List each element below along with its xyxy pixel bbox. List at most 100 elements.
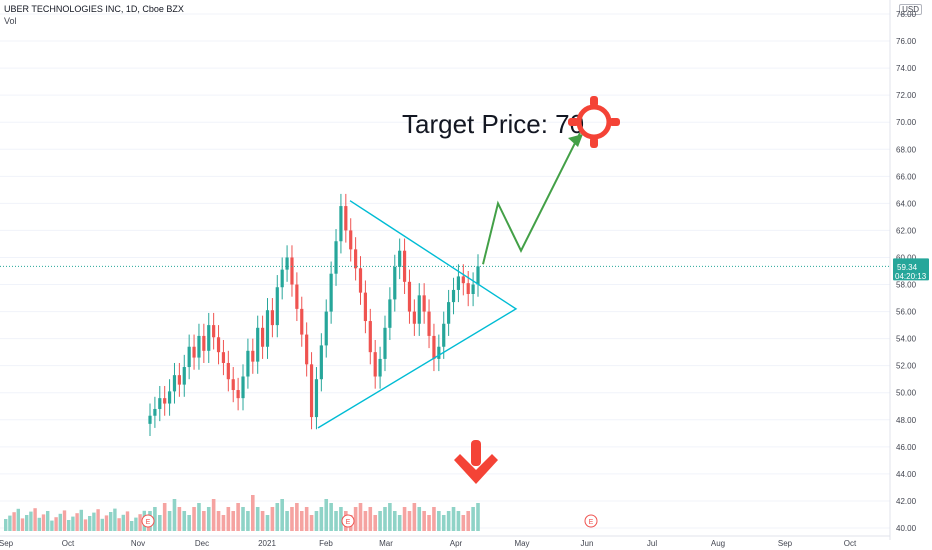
- candle-body: [231, 379, 235, 391]
- volume-bar: [358, 503, 363, 531]
- candle-body: [212, 325, 216, 338]
- volume-bar: [54, 517, 58, 531]
- price-tick-label: 64.00: [896, 199, 917, 208]
- volume-bar: [182, 511, 187, 531]
- volume-bar: [427, 515, 431, 531]
- time-tick-label: Apr: [450, 539, 463, 548]
- price-tick-label: 54.00: [896, 335, 917, 344]
- price-tick-label: 50.00: [896, 389, 917, 398]
- volume-bar: [25, 515, 29, 531]
- candle-body: [407, 281, 412, 312]
- bar-countdown: 04:20:13: [895, 272, 927, 281]
- time-tick-label: Jul: [647, 539, 657, 548]
- volume-bar: [113, 508, 117, 531]
- volume-bars: [4, 495, 480, 531]
- volume-bar: [104, 515, 109, 531]
- volume-bar: [50, 520, 54, 531]
- volume-bar: [41, 514, 46, 531]
- volume-bar: [471, 507, 475, 531]
- volume-bar: [138, 514, 142, 531]
- candle-body: [187, 346, 191, 368]
- candle-body: [363, 292, 368, 322]
- volume-bar: [121, 514, 125, 531]
- candle-body: [461, 276, 465, 284]
- candle-body: [260, 327, 265, 347]
- candle-body: [309, 364, 314, 418]
- volume-bar: [285, 511, 289, 531]
- volume-bar: [197, 503, 201, 531]
- projection-arrowhead: [568, 134, 583, 147]
- volume-bar: [216, 511, 221, 531]
- volume-bar: [67, 520, 71, 531]
- volume-bar: [388, 503, 392, 531]
- volume-bar: [334, 511, 338, 531]
- price-tick-label: 56.00: [896, 308, 917, 317]
- price-tick-label: 40.00: [896, 524, 917, 533]
- volume-bar: [62, 510, 67, 531]
- volume-bar: [125, 511, 130, 531]
- candle-body: [285, 257, 289, 270]
- volume-bar: [162, 503, 167, 531]
- volume-bar: [4, 519, 8, 531]
- candle-body: [158, 398, 162, 409]
- volume-bar: [373, 515, 377, 531]
- volume-bar: [412, 503, 417, 531]
- time-tick-label: Jun: [581, 539, 594, 548]
- candle-body: [192, 346, 196, 358]
- volume-bar: [260, 511, 265, 531]
- candle-body: [334, 241, 338, 274]
- candle-body: [432, 335, 436, 359]
- candle-body: [275, 287, 279, 326]
- chart-title: UBER TECHNOLOGIES INC, 1D, Cboe BZX: [4, 4, 184, 14]
- time-tick-label: Sep: [778, 539, 793, 548]
- volume-bar: [265, 515, 270, 531]
- volume-bar: [451, 507, 456, 531]
- volume-bar: [33, 508, 37, 531]
- volume-bar: [304, 507, 309, 531]
- candle-body: [393, 266, 397, 300]
- volume-bar: [221, 515, 226, 531]
- candle-body: [437, 346, 441, 359]
- time-tick-label: 2021: [258, 539, 276, 548]
- volume-bar: [441, 515, 446, 531]
- price-axis[interactable]: 40.00 42.00 44.00 46.00 48.00 50.00 52.00 54.00…: [896, 10, 917, 533]
- volume-bar: [437, 511, 441, 531]
- candle-body: [344, 206, 348, 231]
- volume-bar: [96, 509, 100, 531]
- candle-body: [300, 308, 304, 335]
- volume-bar: [251, 495, 255, 531]
- volume-bar: [329, 503, 333, 531]
- volume-bar: [206, 507, 211, 531]
- candle-body: [216, 337, 221, 353]
- candle-body: [378, 358, 382, 377]
- volume-bar: [167, 511, 172, 531]
- earnings-marker: [141, 514, 155, 528]
- volume-bar: [392, 511, 397, 531]
- candle-body: [383, 327, 387, 359]
- volume-bar: [29, 511, 33, 531]
- time-axis[interactable]: Sep Oct Nov Dec 2021 Feb Mar Apr May Jun Jul Aug Sep…: [0, 539, 857, 548]
- time-tick-label: Oct: [62, 539, 75, 548]
- volume-bar: [134, 517, 138, 531]
- candle-body: [388, 299, 392, 328]
- volume-bar: [290, 507, 294, 531]
- volume-bar: [58, 513, 62, 531]
- volume-bar: [231, 511, 236, 531]
- time-tick-label: Nov: [131, 539, 145, 548]
- price-tick-label: 70.00: [896, 118, 917, 127]
- volume-bar: [295, 503, 299, 531]
- last-price-value: 59.34: [897, 263, 918, 272]
- price-tick-label: 66.00: [896, 172, 917, 181]
- candle-body: [305, 334, 309, 365]
- volume-bar: [83, 519, 88, 531]
- price-tick-label: 76.00: [896, 37, 917, 46]
- candle-body: [177, 375, 181, 385]
- volume-bar: [309, 515, 314, 531]
- volume-bar: [270, 507, 275, 531]
- candle-body: [314, 379, 319, 418]
- volume-bar: [46, 511, 50, 531]
- candle-body: [398, 250, 402, 267]
- currency-badge[interactable]: USD: [899, 4, 922, 15]
